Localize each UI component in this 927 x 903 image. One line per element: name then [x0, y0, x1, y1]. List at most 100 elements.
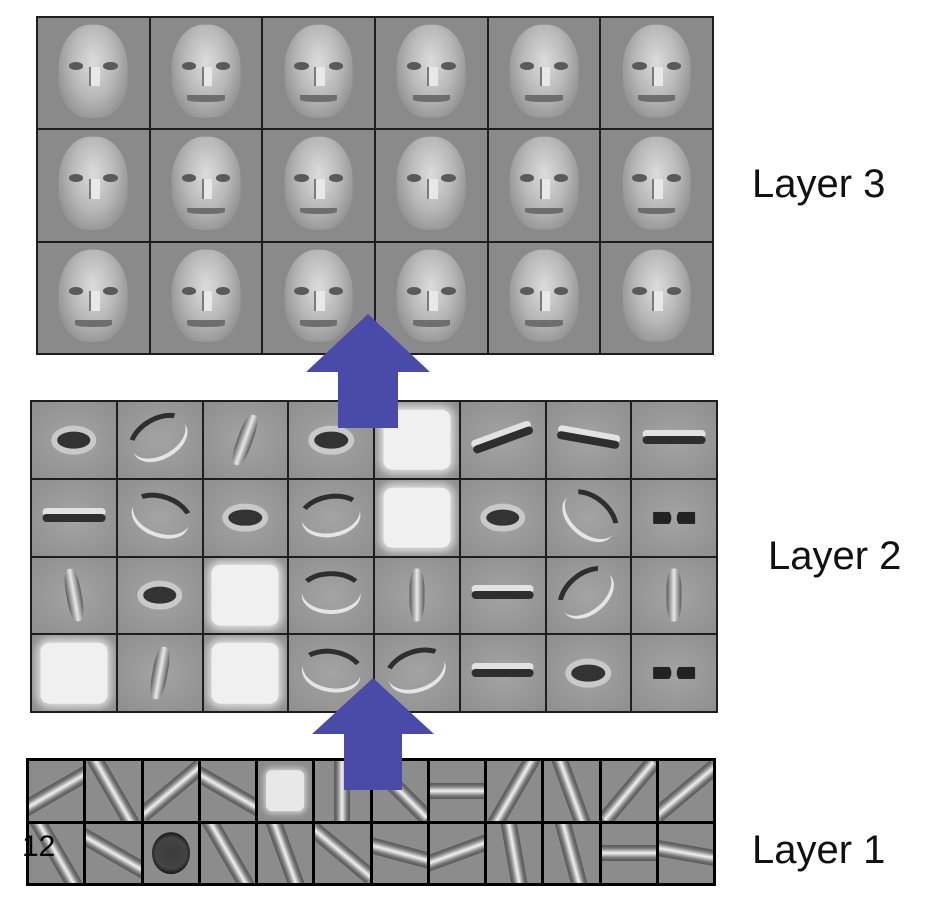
edge-shape: [143, 761, 198, 821]
edge-feature-cell: [29, 761, 84, 821]
edge-feature-cell: [200, 761, 255, 821]
part-feature-cell: [632, 402, 716, 478]
face-nose: [539, 66, 551, 87]
face-eye: [68, 174, 84, 183]
face-mouth: [412, 319, 451, 327]
edge-shape: [151, 832, 190, 875]
face-nose: [652, 66, 664, 87]
edge-shape: [86, 827, 141, 880]
face-nose: [201, 291, 213, 312]
arrow-shape: [312, 678, 434, 790]
part-shape: [571, 664, 606, 682]
face-eye: [519, 286, 535, 295]
face-nose: [314, 291, 326, 312]
face-mouth: [525, 207, 563, 215]
part-shape: [383, 487, 451, 548]
face-feature-cell: [488, 130, 600, 241]
face-feature-cell: [38, 130, 149, 241]
part-feature-cell: [375, 479, 459, 556]
face-eye: [519, 62, 535, 70]
face-eye: [294, 174, 309, 183]
part-shape: [57, 431, 91, 449]
part-feature-cell: [117, 557, 202, 634]
part-shape: [471, 591, 535, 600]
part-shape: [653, 511, 696, 524]
face-mouth: [412, 95, 451, 102]
face-eye: [328, 174, 344, 183]
edge-shape: [264, 823, 306, 883]
part-feature-cell: [546, 479, 631, 556]
edge-shape: [200, 764, 255, 817]
edge-feature-cell: [258, 761, 313, 821]
face-mouth: [299, 319, 338, 327]
up-arrow-layer2-to-layer3: [306, 314, 430, 428]
part-shape: [666, 568, 682, 622]
face-feature-cell: [375, 242, 487, 353]
face-mouth: [299, 95, 338, 102]
face-nose: [88, 66, 100, 87]
face-eye: [294, 62, 309, 70]
layer3-label: Layer 3: [752, 162, 886, 206]
face-feature-cell: [375, 18, 487, 129]
face-feature-cell: [38, 242, 149, 353]
part-feature-cell: [289, 557, 373, 634]
part-feature-cell: [546, 402, 631, 478]
edge-feature-cell: [544, 761, 599, 821]
edge-shape: [429, 782, 484, 799]
face-nose: [652, 178, 664, 199]
edge-feature-cell: [315, 823, 370, 883]
part-feature-cell: [289, 479, 373, 556]
face-mouth: [637, 95, 676, 102]
face-mouth: [187, 207, 225, 215]
face-eye: [68, 286, 84, 295]
face-nose: [652, 291, 664, 312]
face-nose: [201, 178, 213, 199]
edge-shape: [488, 761, 541, 821]
part-feature-cell: [203, 479, 288, 556]
face-eye: [294, 286, 309, 295]
edge-shape: [553, 823, 589, 883]
face-mouth: [74, 319, 113, 327]
part-feature-cell: [632, 557, 716, 634]
edge-feature-cell: [143, 823, 198, 883]
part-feature-cell: [203, 635, 288, 711]
layer3-face-grid: [36, 16, 714, 355]
face-eye: [215, 62, 231, 70]
part-shape: [471, 669, 535, 678]
face-feature-cell: [263, 130, 374, 241]
edge-shape: [87, 761, 140, 821]
part-feature-cell: [632, 635, 716, 711]
face-mouth: [637, 207, 676, 215]
edge-shape: [429, 832, 484, 874]
part-shape: [119, 483, 201, 552]
face-mouth: [187, 319, 225, 327]
face-eye: [666, 62, 682, 70]
part-feature-cell: [375, 557, 459, 634]
part-shape: [228, 509, 263, 526]
edge-shape: [499, 823, 529, 883]
layer1-label: Layer 1: [752, 828, 886, 872]
face-feature-cell: [601, 242, 712, 353]
edge-shape: [315, 823, 370, 883]
part-feature-cell: [117, 479, 202, 556]
part-feature-cell: [460, 557, 545, 634]
part-feature-cell: [460, 402, 545, 478]
part-feature-cell: [203, 402, 288, 478]
edge-shape: [372, 835, 427, 871]
face-eye: [666, 286, 682, 295]
part-shape: [471, 425, 534, 455]
face-eye: [181, 174, 197, 183]
arrow-shape: [306, 314, 430, 428]
face-eye: [328, 62, 344, 70]
face-nose: [88, 178, 100, 199]
face-nose: [426, 291, 438, 312]
part-shape: [61, 567, 86, 623]
face-nose: [314, 178, 326, 199]
part-shape: [409, 568, 425, 622]
face-eye: [406, 286, 422, 295]
face-eye: [103, 174, 118, 183]
edge-feature-cell: [544, 823, 599, 883]
face-feature-cell: [38, 18, 149, 129]
part-shape: [211, 642, 279, 704]
edge-feature-cell: [658, 823, 713, 883]
